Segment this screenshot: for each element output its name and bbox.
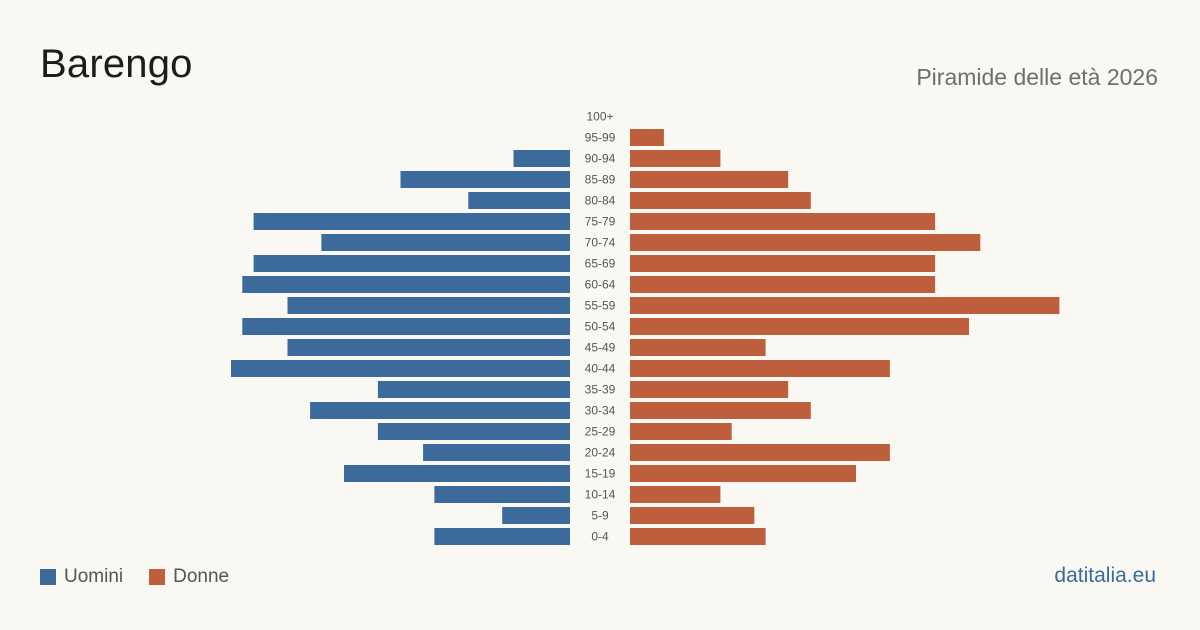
age-label: 55-59 — [585, 299, 616, 313]
bar-male — [377, 381, 570, 398]
age-label: 10-14 — [585, 488, 616, 502]
age-label: 75-79 — [585, 215, 616, 229]
bar-female — [630, 213, 936, 230]
bar-male — [242, 276, 571, 293]
chart-title: Barengo — [40, 42, 193, 86]
bar-female — [630, 255, 936, 272]
age-label: 30-34 — [585, 404, 616, 418]
legend-label-female: Donne — [173, 566, 230, 587]
bar-female — [630, 318, 969, 335]
source-link[interactable]: datitalia.eu — [1054, 564, 1156, 587]
bar-female — [630, 234, 981, 251]
legend-item-male: Uomini — [40, 566, 123, 588]
bar-male — [468, 192, 570, 209]
age-label: 70-74 — [585, 236, 616, 250]
age-label: 0-4 — [591, 530, 609, 544]
legend-swatch-male — [40, 569, 56, 585]
age-label: 5-9 — [591, 509, 609, 523]
age-label: 20-24 — [585, 446, 616, 460]
bar-female — [630, 276, 936, 293]
age-label: 40-44 — [585, 362, 616, 376]
legend-item-female: Donne — [149, 566, 229, 588]
bar-female — [630, 444, 890, 461]
age-label: 50-54 — [585, 320, 616, 334]
bar-female — [630, 297, 1060, 314]
bar-male — [513, 150, 570, 167]
age-label: 100+ — [586, 110, 613, 124]
age-label: 65-69 — [585, 257, 616, 271]
bar-female — [630, 402, 811, 419]
chart-subtitle: Piramide delle età 2026 — [916, 64, 1158, 90]
age-label: 80-84 — [585, 194, 616, 208]
bar-female — [630, 339, 766, 356]
bar-male — [321, 234, 570, 251]
bar-male — [287, 339, 570, 356]
bar-male — [310, 402, 570, 419]
bar-male — [502, 507, 570, 524]
bar-female — [630, 381, 789, 398]
bar-female — [630, 465, 856, 482]
legend-label-male: Uomini — [64, 566, 124, 587]
age-label: 85-89 — [585, 173, 616, 187]
bar-male — [377, 423, 570, 440]
bar-male — [400, 171, 570, 188]
bar-male — [253, 255, 570, 272]
bar-male — [231, 360, 570, 377]
bar-male — [434, 486, 570, 503]
bar-female — [630, 150, 721, 167]
bar-female — [630, 360, 890, 377]
age-label: 35-39 — [585, 383, 616, 397]
bar-female — [630, 486, 721, 503]
age-label: 95-99 — [585, 131, 616, 145]
bar-female — [630, 171, 789, 188]
bar-female — [630, 507, 755, 524]
age-label: 25-29 — [585, 425, 616, 439]
age-label: 45-49 — [585, 341, 616, 355]
age-label: 90-94 — [585, 152, 616, 166]
bar-male — [434, 528, 570, 545]
bar-male — [344, 465, 570, 482]
bar-male — [423, 444, 570, 461]
bar-male — [253, 213, 570, 230]
age-label: 60-64 — [585, 278, 616, 292]
bar-female — [630, 129, 664, 146]
legend-swatch-female — [149, 569, 166, 585]
age-label: 15-19 — [585, 467, 616, 481]
bar-female — [630, 423, 732, 440]
bar-male — [242, 318, 571, 335]
bar-female — [630, 192, 811, 209]
legend: Uomini Donne — [40, 566, 255, 588]
bar-female — [630, 528, 766, 545]
bar-male — [287, 297, 570, 314]
